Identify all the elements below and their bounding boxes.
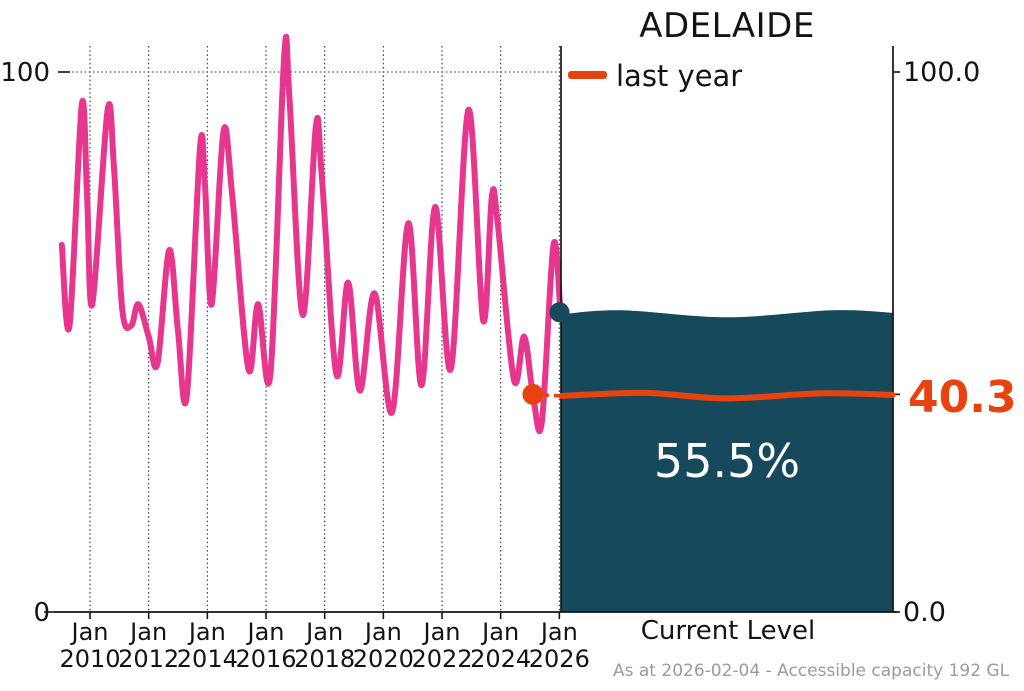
x-tick-label: Jan 2016 (235, 618, 297, 673)
x-tick-label: Jan 2014 (176, 618, 238, 673)
right-axis-tick-bottom: 0.0 (903, 597, 946, 628)
last-year-value-label: 40.3 (908, 372, 1017, 423)
left-axis-tick-100: 100 (0, 58, 50, 88)
legend-line-swatch (568, 71, 607, 79)
x-tick-label: Jan 2020 (352, 618, 414, 673)
current-level-dot (549, 302, 570, 323)
x-tick-label: Jan 2022 (411, 618, 473, 673)
x-tick-label: Jan 2012 (118, 618, 180, 673)
current-level-axis-label: Current Level (640, 616, 816, 646)
last-year-connector (541, 393, 562, 398)
last-year-line (558, 389, 896, 402)
water-fill (561, 310, 893, 612)
current-percent-label: 55.5% (653, 434, 801, 488)
left-axis-tick-0: 0 (33, 598, 50, 628)
chart-title: ADELAIDE (639, 6, 815, 46)
footer-note: As at 2026-02-04 - Accessible capacity 1… (613, 661, 1010, 681)
history-line (58, 34, 564, 435)
right-axis-tick-top: 100.0 (903, 57, 981, 88)
legend-label: last year (616, 59, 743, 93)
x-tick-label: Jan 2010 (59, 618, 121, 673)
x-tick-label: Jan 2026 (528, 618, 590, 673)
x-tick-label: Jan 2024 (470, 618, 532, 673)
last-year-dot (522, 383, 544, 405)
x-tick-label: Jan 2018 (294, 618, 356, 673)
